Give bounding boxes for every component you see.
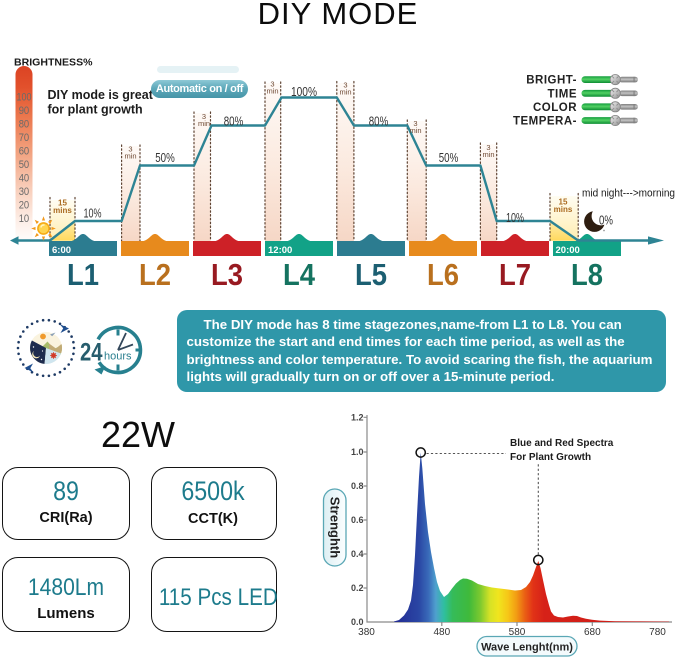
svg-text:70: 70 bbox=[19, 132, 30, 144]
svg-text:10%: 10% bbox=[84, 206, 102, 221]
svg-text:6:00: 6:00 bbox=[52, 245, 71, 256]
svg-text:BRIGHTNESS%: BRIGHTNESS% bbox=[14, 57, 93, 69]
svg-text:20: 20 bbox=[19, 200, 30, 212]
svg-text:580: 580 bbox=[509, 627, 526, 638]
svg-text:80: 80 bbox=[19, 119, 30, 131]
svg-text:60: 60 bbox=[19, 146, 30, 158]
svg-text:20:00: 20:00 bbox=[556, 245, 580, 256]
svg-text:min: min bbox=[339, 88, 351, 97]
svg-text:100%: 100% bbox=[291, 84, 317, 99]
svg-text:min: min bbox=[124, 152, 136, 161]
svg-text:3: 3 bbox=[486, 143, 490, 152]
svg-text:90: 90 bbox=[19, 105, 30, 117]
svg-text:Blue and Red Spectra: Blue and Red Spectra bbox=[510, 438, 614, 449]
svg-text:40: 40 bbox=[19, 173, 30, 185]
svg-text:min: min bbox=[266, 87, 278, 96]
svg-text:min: min bbox=[482, 150, 494, 159]
svg-text:30: 30 bbox=[19, 186, 30, 198]
svg-text:480: 480 bbox=[433, 627, 450, 638]
svg-text:15: 15 bbox=[58, 199, 67, 208]
svg-text:L7: L7 bbox=[499, 258, 531, 292]
svg-text:50%: 50% bbox=[155, 150, 175, 165]
svg-text:10%: 10% bbox=[506, 210, 524, 225]
svg-text:0.6: 0.6 bbox=[351, 515, 364, 525]
svg-text:For Plant Growth: For Plant Growth bbox=[510, 452, 591, 463]
svg-text:0.0: 0.0 bbox=[351, 617, 364, 627]
svg-text:DIY mode is great: DIY mode is great bbox=[48, 88, 154, 102]
svg-text:mins: mins bbox=[554, 205, 573, 214]
svg-text:COLOR: COLOR bbox=[533, 102, 577, 114]
svg-text:Strenghth: Strenghth bbox=[327, 497, 342, 558]
svg-text:for plant growth: for plant growth bbox=[48, 103, 143, 117]
svg-text:3: 3 bbox=[128, 145, 132, 154]
svg-text:BRIGHT-: BRIGHT- bbox=[526, 75, 577, 87]
svg-text:mins: mins bbox=[53, 206, 72, 215]
svg-text:DIY MODE: DIY MODE bbox=[258, 0, 419, 31]
svg-text:0.2: 0.2 bbox=[351, 583, 364, 593]
svg-text:TIME: TIME bbox=[548, 88, 577, 100]
svg-text:0.8: 0.8 bbox=[351, 481, 364, 491]
svg-text:mid night--->morning: mid night--->morning bbox=[582, 188, 675, 200]
svg-text:380: 380 bbox=[358, 627, 375, 638]
svg-text:680: 680 bbox=[584, 627, 601, 638]
svg-text:L2: L2 bbox=[139, 258, 171, 292]
svg-text:hours: hours bbox=[104, 351, 132, 363]
svg-text:L4: L4 bbox=[283, 258, 315, 292]
svg-text:15: 15 bbox=[559, 198, 568, 207]
svg-text:3: 3 bbox=[270, 80, 274, 89]
svg-text:1.0: 1.0 bbox=[351, 447, 364, 457]
svg-text:12:00: 12:00 bbox=[268, 245, 292, 256]
svg-text:3: 3 bbox=[413, 119, 417, 128]
svg-text:10: 10 bbox=[19, 213, 30, 225]
svg-text:TEMPERA-: TEMPERA- bbox=[513, 116, 577, 128]
svg-text:780: 780 bbox=[649, 627, 666, 638]
svg-text:1.2: 1.2 bbox=[351, 413, 364, 423]
svg-text:min: min bbox=[409, 126, 421, 135]
svg-text:L5: L5 bbox=[355, 258, 387, 292]
svg-text:L8: L8 bbox=[571, 258, 603, 292]
svg-text:100: 100 bbox=[17, 92, 32, 104]
svg-text:3: 3 bbox=[343, 81, 347, 90]
svg-text:L3: L3 bbox=[211, 258, 243, 292]
svg-text:L6: L6 bbox=[427, 258, 459, 292]
svg-text:min: min bbox=[198, 119, 210, 128]
svg-text:L1: L1 bbox=[67, 258, 99, 292]
svg-text:50%: 50% bbox=[439, 150, 459, 165]
svg-text:24: 24 bbox=[80, 339, 103, 367]
svg-text:50: 50 bbox=[19, 159, 30, 171]
svg-text:0.4: 0.4 bbox=[351, 549, 364, 559]
svg-text:80%: 80% bbox=[369, 114, 389, 129]
svg-text:3: 3 bbox=[202, 112, 206, 121]
svg-text:80%: 80% bbox=[224, 114, 244, 129]
svg-text:Wave Lenght(nm): Wave Lenght(nm) bbox=[481, 642, 573, 654]
